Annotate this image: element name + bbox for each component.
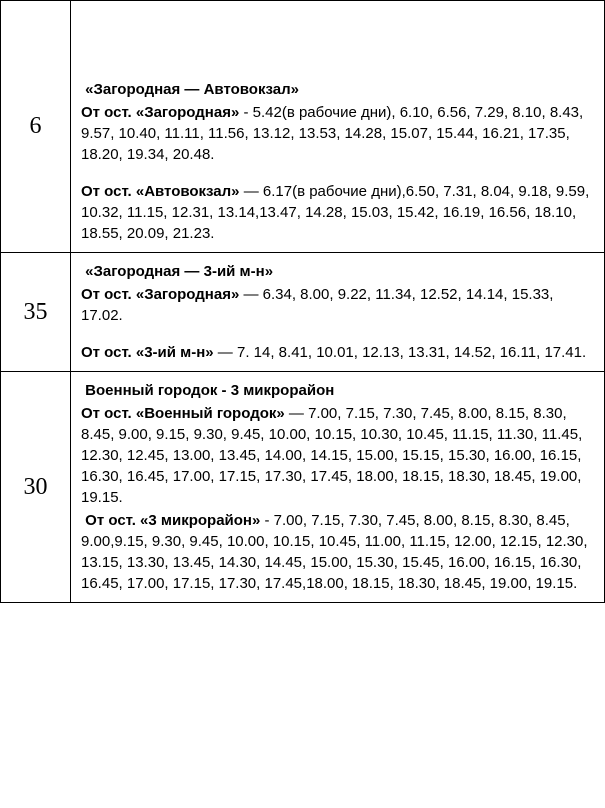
route-number: 35 xyxy=(1,253,71,372)
route-title: «Загородная — Автовокзал» xyxy=(81,79,594,100)
dash: - xyxy=(239,104,252,121)
route-content: «Загородная — 3-ий м-н» От ост. «Загород… xyxy=(71,253,605,372)
stop-label: От ост. «Загородная» xyxy=(81,286,239,303)
stop-label: От ост. «Автовокзал» xyxy=(81,183,240,200)
schedule-block: От ост. «Военный городок» — 7.00, 7.15, … xyxy=(81,403,594,508)
stop-label: От ост. «Военный городок» xyxy=(81,405,285,422)
stop-label: От ост. «3 микрорайон» xyxy=(85,512,260,529)
dash: — xyxy=(285,405,308,422)
dash: — xyxy=(240,183,263,200)
times-text: 7. 14, 8.41, 10.01, 12.13, 13.31, 14.52,… xyxy=(237,344,586,361)
route-title: «Загородная — 3-ий м-н» xyxy=(81,261,594,282)
table-row: 6 «Загородная — Автовокзал» От ост. «Заг… xyxy=(1,1,605,253)
schedule-block: От ост. «Загородная» - 5.42(в рабочие дн… xyxy=(81,102,594,165)
dash: — xyxy=(214,344,237,361)
route-content: «Загородная — Автовокзал» От ост. «Загор… xyxy=(71,1,605,253)
route-content: Военный городок - 3 микрорайон От ост. «… xyxy=(71,372,605,603)
schedule-table: 6 «Загородная — Автовокзал» От ост. «Заг… xyxy=(0,0,605,603)
table-row: 35 «Загородная — 3-ий м-н» От ост. «Заго… xyxy=(1,253,605,372)
route-number: 30 xyxy=(1,372,71,603)
schedule-block: От ост. «3-ий м-н» — 7. 14, 8.41, 10.01,… xyxy=(81,342,594,363)
route-number: 6 xyxy=(1,1,71,253)
stop-label: От ост. «3-ий м-н» xyxy=(81,344,214,361)
schedule-block: От ост. «Загородная» — 6.34, 8.00, 9.22,… xyxy=(81,284,594,326)
table-row: 30 Военный городок - 3 микрорайон От ост… xyxy=(1,372,605,603)
stop-label: От ост. «Загородная» xyxy=(81,104,239,121)
route-title: Военный городок - 3 микрорайон xyxy=(81,380,594,401)
dash: - xyxy=(260,512,273,529)
schedule-block: От ост. «3 микрорайон» - 7.00, 7.15, 7.3… xyxy=(81,510,594,594)
schedule-block: От ост. «Автовокзал» — 6.17(в рабочие дн… xyxy=(81,181,594,244)
dash: — xyxy=(239,286,262,303)
